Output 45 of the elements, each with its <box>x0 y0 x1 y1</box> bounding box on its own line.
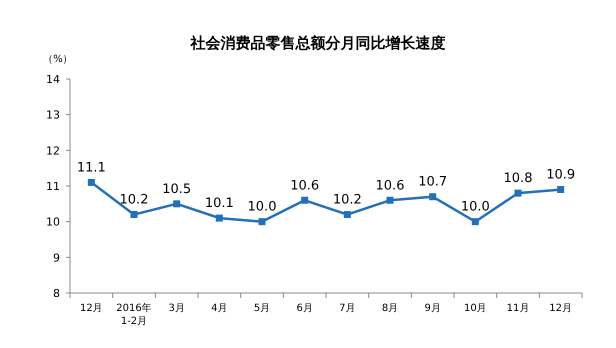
x-tick-label: 12月 <box>80 303 103 314</box>
point <box>216 214 223 222</box>
y-axis-title: （%） <box>43 54 73 65</box>
text: 10.9 <box>546 168 576 183</box>
text: 10.0 <box>248 200 276 215</box>
point <box>386 196 394 204</box>
text: 10.8 <box>504 171 532 186</box>
text: 10.0 <box>460 200 490 215</box>
x-tick-label: 8月 <box>382 303 398 314</box>
x-tick-label: 2016年 1-2月 <box>116 302 152 327</box>
text: 10.2 <box>120 192 148 208</box>
point <box>130 211 138 218</box>
text: 10.7 <box>418 174 448 190</box>
point <box>258 218 266 226</box>
y-tick-label: 13 <box>46 108 60 122</box>
y-tick-label: 11 <box>46 180 60 193</box>
y-tick-label: 12 <box>46 144 60 158</box>
y-tick-label: 8 <box>53 287 60 300</box>
x-tick-label: 10月 <box>464 303 487 314</box>
point <box>429 193 436 200</box>
x-tick-label: 6月 <box>296 303 313 314</box>
point <box>301 196 308 204</box>
x-tick-label: 4月 <box>211 303 228 314</box>
text: 11.1 <box>76 160 106 176</box>
text: 10.6 <box>290 178 320 194</box>
point <box>173 200 180 208</box>
y-tick-label: 9 <box>53 251 60 264</box>
x-tick-label: 3月 <box>168 303 185 314</box>
text: 10.6 <box>376 178 404 194</box>
point <box>557 186 564 194</box>
x-tick-label: 7月 <box>339 303 356 314</box>
chart-title: 社会消费品零售总额分月同比增长速度 <box>190 34 446 52</box>
x-tick-label: 12月 <box>549 303 572 314</box>
text: 10.5 <box>162 182 192 197</box>
y-tick-label: 14 <box>46 73 60 86</box>
text: 10.2 <box>332 192 362 208</box>
x-tick-label: 11月 <box>506 303 530 314</box>
point <box>88 178 95 186</box>
point <box>472 218 479 226</box>
point <box>514 190 522 197</box>
y-tick-label: 10 <box>46 216 60 229</box>
x-tick-label: 5月 <box>254 303 270 314</box>
point <box>344 211 351 218</box>
text: 10.1 <box>204 196 234 212</box>
x-tick-label: 9月 <box>424 303 441 314</box>
